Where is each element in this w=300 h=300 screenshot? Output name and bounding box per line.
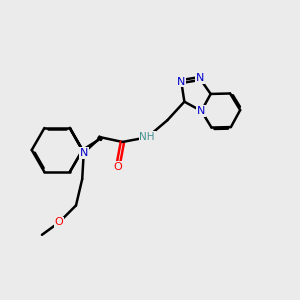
Text: N: N bbox=[197, 106, 206, 116]
Text: O: O bbox=[113, 162, 122, 172]
Text: N: N bbox=[196, 74, 204, 83]
Text: NH: NH bbox=[140, 132, 155, 142]
Text: N: N bbox=[80, 148, 88, 158]
Text: N: N bbox=[177, 76, 185, 87]
Text: O: O bbox=[55, 218, 63, 227]
